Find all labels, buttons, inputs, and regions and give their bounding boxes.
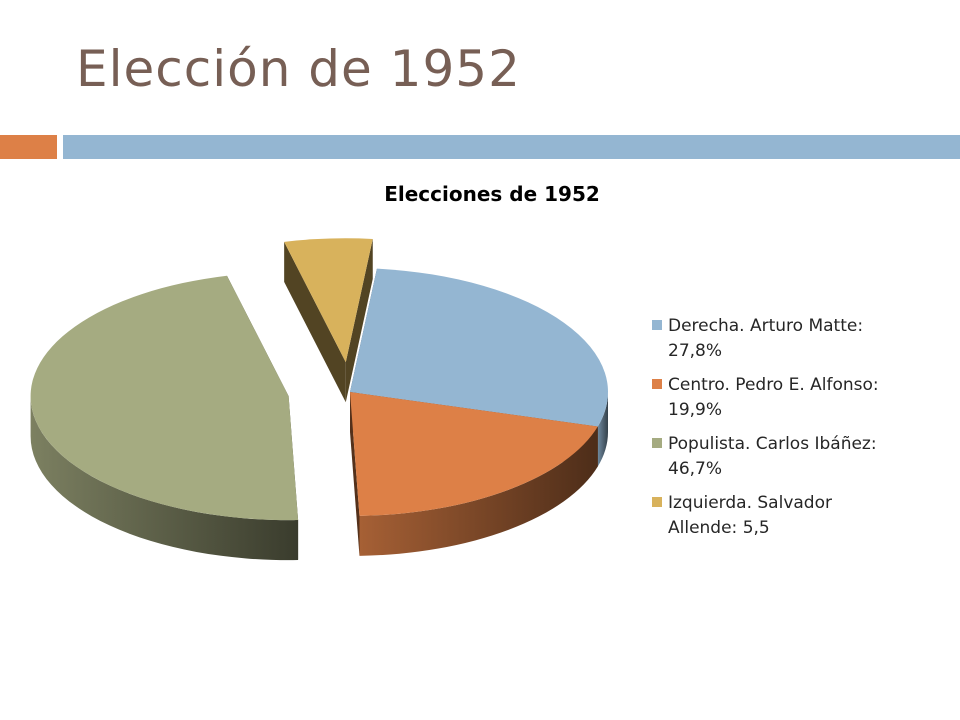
pie-slice — [350, 268, 608, 427]
accent-bar-blue — [63, 135, 960, 159]
slide-title: Elección de 1952 — [76, 40, 521, 98]
pie-slice-wall — [284, 241, 346, 403]
legend-label-line: 46,7% — [668, 459, 723, 479]
accent-bar-orange — [0, 135, 57, 159]
legend-label-line: Centro. Pedro E. Alfonso: — [668, 375, 879, 395]
chart-legend: Derecha. Arturo Matte: 27,8% Centro. Ped… — [652, 314, 952, 550]
pie-slice-side — [597, 392, 608, 467]
legend-item: Derecha. Arturo Matte: 27,8% — [652, 314, 952, 364]
legend-label: Izquierda. Salvador Allende: 5,5 — [668, 491, 832, 541]
legend-label-line: Allende: 5,5 — [668, 518, 770, 538]
legend-label-line: Derecha. Arturo Matte: — [668, 316, 864, 336]
legend-swatch — [652, 438, 662, 448]
legend-swatch — [652, 379, 662, 389]
legend-label: Populista. Carlos Ibáñez: 46,7% — [668, 432, 877, 482]
pie-tops — [30, 238, 608, 521]
pie-slice-side — [30, 396, 299, 561]
legend-item: Populista. Carlos Ibáñez: 46,7% — [652, 432, 952, 482]
legend-label-line: Izquierda. Salvador — [668, 493, 832, 513]
pie-slice-side — [359, 426, 598, 556]
legend-item: Centro. Pedro E. Alfonso: 19,9% — [652, 373, 952, 423]
chart-title: Elecciones de 1952 — [384, 182, 600, 206]
legend-item: Izquierda. Salvador Allende: 5,5 — [652, 491, 952, 541]
pie-slice-wall — [350, 392, 360, 556]
pie-slice — [350, 392, 598, 516]
pie-slice — [284, 238, 373, 363]
pie-slice — [30, 275, 299, 521]
legend-swatch — [652, 497, 662, 507]
legend-label-line: 27,8% — [668, 341, 723, 361]
legend-label: Centro. Pedro E. Alfonso: 19,9% — [668, 373, 879, 423]
pie-slice-wall — [345, 238, 373, 403]
legend-label: Derecha. Arturo Matte: 27,8% — [668, 314, 863, 364]
legend-label-line: 19,9% — [668, 400, 723, 420]
legend-label-line: Populista. Carlos Ibáñez: — [668, 434, 877, 454]
legend-swatch — [652, 320, 662, 330]
